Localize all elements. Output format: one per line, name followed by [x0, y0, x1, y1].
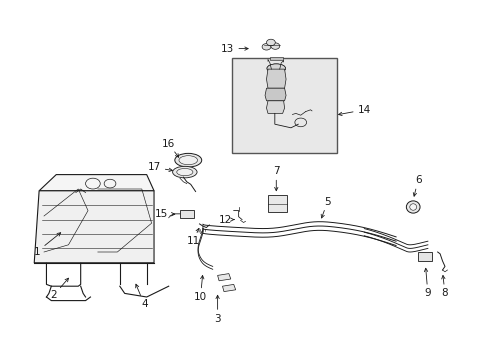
Text: 6: 6: [414, 175, 421, 185]
Polygon shape: [266, 101, 284, 113]
Bar: [180, 210, 193, 218]
Text: 17: 17: [147, 162, 161, 172]
Circle shape: [270, 43, 279, 49]
Text: 8: 8: [441, 288, 447, 298]
Bar: [417, 252, 431, 261]
Text: 4: 4: [141, 299, 147, 309]
Text: 1: 1: [33, 247, 40, 257]
Text: 15: 15: [154, 209, 168, 219]
Circle shape: [266, 39, 275, 46]
Polygon shape: [217, 274, 230, 281]
Ellipse shape: [172, 166, 197, 178]
Text: 13: 13: [220, 44, 234, 54]
Bar: [232, 58, 337, 153]
Ellipse shape: [177, 168, 192, 176]
Text: 5: 5: [324, 197, 330, 207]
Polygon shape: [39, 175, 154, 191]
Text: 2: 2: [50, 290, 57, 300]
Polygon shape: [270, 57, 282, 60]
Ellipse shape: [175, 153, 201, 167]
Polygon shape: [266, 69, 285, 88]
Text: 11: 11: [186, 236, 200, 246]
Ellipse shape: [179, 156, 197, 165]
Ellipse shape: [409, 204, 416, 210]
Text: 9: 9: [424, 288, 430, 298]
Polygon shape: [34, 191, 154, 263]
Text: 12: 12: [218, 215, 231, 225]
Text: 16: 16: [162, 139, 175, 149]
Bar: [267, 195, 286, 212]
Circle shape: [262, 44, 270, 50]
Text: 3: 3: [214, 314, 221, 324]
Polygon shape: [222, 284, 235, 292]
Ellipse shape: [266, 64, 285, 73]
Text: 14: 14: [357, 105, 370, 115]
Text: 10: 10: [194, 292, 206, 302]
Ellipse shape: [266, 64, 285, 73]
Ellipse shape: [406, 201, 419, 213]
Text: 7: 7: [272, 166, 279, 176]
Polygon shape: [264, 88, 285, 101]
